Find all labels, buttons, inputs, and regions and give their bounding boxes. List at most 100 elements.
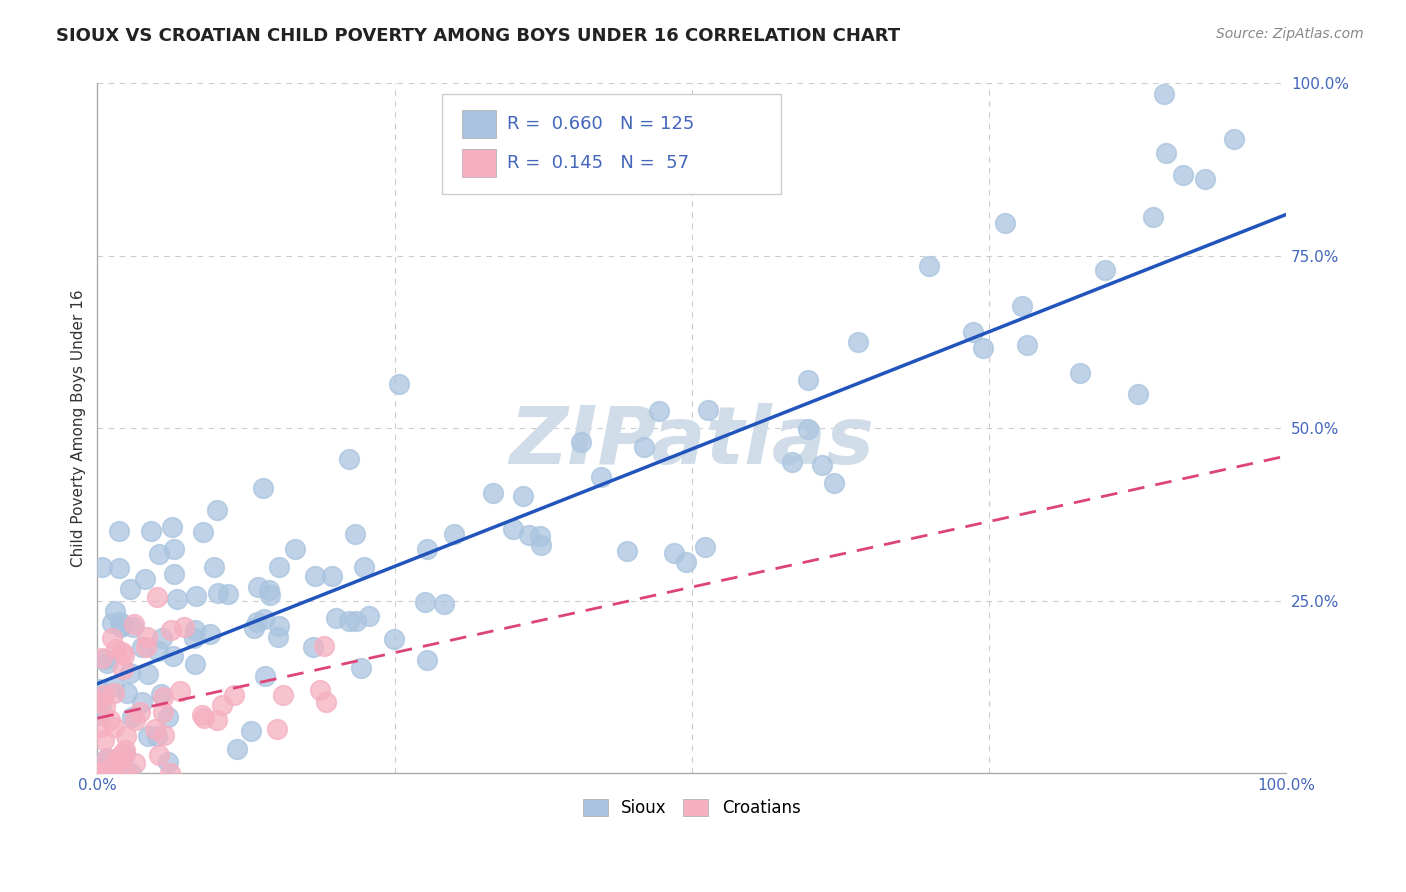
Point <box>163 566 186 581</box>
Point <box>103 685 125 699</box>
Point <box>304 569 326 583</box>
Point <box>273 688 295 702</box>
Point <box>1194 171 1216 186</box>
Point <box>994 216 1017 230</box>
Point <box>337 451 360 466</box>
Point <box>512 489 534 503</box>
Point <box>184 623 207 637</box>
Point <box>90 766 112 780</box>
Point <box>87 708 110 723</box>
Point <box>382 632 405 646</box>
FancyBboxPatch shape <box>463 149 495 178</box>
Point <box>145 723 167 737</box>
Point <box>87 681 110 696</box>
Point <box>107 753 129 767</box>
Point <box>183 657 205 671</box>
Point <box>416 653 439 667</box>
Point <box>131 640 153 654</box>
Point <box>1222 132 1244 146</box>
Point <box>1094 263 1116 277</box>
Point <box>193 525 215 540</box>
Point <box>616 544 638 558</box>
Point <box>591 470 613 484</box>
Point <box>848 335 870 350</box>
Legend: Sioux, Croatians: Sioux, Croatians <box>576 792 807 823</box>
Point <box>693 540 716 554</box>
Point <box>122 620 145 634</box>
Point <box>416 542 439 557</box>
Point <box>94 652 117 666</box>
Point <box>136 729 159 743</box>
Point <box>173 620 195 634</box>
Point <box>89 690 111 705</box>
Point <box>246 615 269 629</box>
Text: ZIPatlas: ZIPatlas <box>509 403 875 482</box>
Text: SIOUX VS CROATIAN CHILD POVERTY AMONG BOYS UNDER 16 CORRELATION CHART: SIOUX VS CROATIAN CHILD POVERTY AMONG BO… <box>56 27 900 45</box>
Point <box>415 594 437 608</box>
Point <box>648 404 671 418</box>
Point <box>141 524 163 539</box>
Point <box>104 766 127 780</box>
Point <box>314 640 336 654</box>
Point <box>111 645 134 659</box>
Point <box>148 548 170 562</box>
Point <box>104 754 127 768</box>
Point <box>120 665 142 680</box>
Point <box>135 640 157 654</box>
Point <box>157 710 180 724</box>
Point <box>121 710 143 724</box>
Point <box>91 560 114 574</box>
Point <box>103 720 125 734</box>
Point <box>128 705 150 719</box>
Point <box>1011 299 1033 313</box>
Point <box>124 617 146 632</box>
Point <box>115 685 138 699</box>
Point <box>162 648 184 663</box>
Point <box>823 476 845 491</box>
Point <box>89 766 111 780</box>
Point <box>108 752 131 766</box>
Point <box>120 766 142 780</box>
Point <box>131 695 153 709</box>
Point <box>202 560 225 574</box>
Point <box>205 713 228 727</box>
Point <box>115 729 138 743</box>
Point <box>169 683 191 698</box>
Point <box>114 766 136 780</box>
Point <box>93 733 115 747</box>
Point <box>243 621 266 635</box>
Text: R =  0.145   N =  57: R = 0.145 N = 57 <box>508 154 689 172</box>
Point <box>150 632 173 646</box>
Point <box>136 666 159 681</box>
Point <box>153 727 176 741</box>
Point <box>96 766 118 780</box>
Point <box>105 641 128 656</box>
Point <box>1153 87 1175 102</box>
Point <box>96 751 118 765</box>
Point <box>1156 145 1178 160</box>
Point <box>662 546 685 560</box>
Point <box>134 572 156 586</box>
Point <box>101 766 124 780</box>
Point <box>120 582 142 597</box>
Point <box>100 713 122 727</box>
Point <box>183 631 205 645</box>
Point <box>357 608 380 623</box>
Point <box>191 707 214 722</box>
Point <box>309 682 332 697</box>
Point <box>337 614 360 628</box>
Point <box>257 582 280 597</box>
Point <box>108 766 131 780</box>
Point <box>247 580 270 594</box>
Point <box>252 481 274 495</box>
Point <box>146 730 169 744</box>
Point <box>530 538 553 552</box>
FancyBboxPatch shape <box>463 111 495 138</box>
Point <box>350 661 373 675</box>
Point <box>797 373 820 387</box>
Point <box>321 569 343 583</box>
Point <box>146 590 169 604</box>
Point <box>114 743 136 757</box>
Point <box>96 752 118 766</box>
Point <box>267 630 290 644</box>
